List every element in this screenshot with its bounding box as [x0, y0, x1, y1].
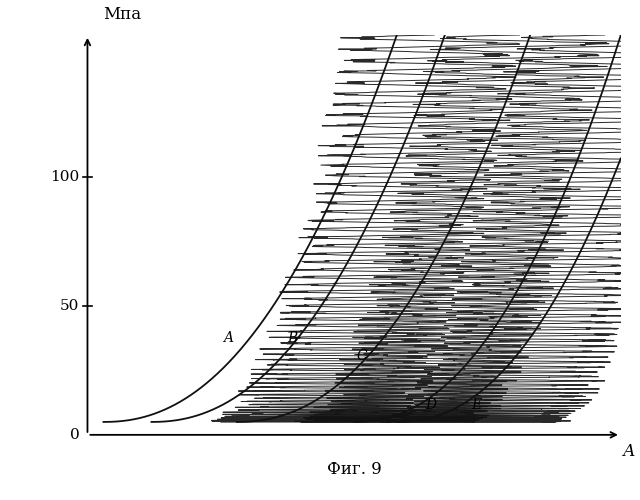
- Text: B: B: [287, 331, 298, 345]
- Text: 0: 0: [70, 428, 79, 442]
- Text: 100: 100: [50, 170, 79, 184]
- Text: C: C: [356, 349, 367, 363]
- Text: Мпа: Мпа: [104, 6, 141, 23]
- Text: Фиг. 9: Фиг. 9: [327, 460, 381, 477]
- Text: 50: 50: [60, 299, 79, 313]
- Text: A: A: [223, 331, 234, 345]
- Text: А: А: [623, 442, 636, 460]
- Text: E: E: [471, 398, 481, 412]
- Text: D: D: [426, 398, 436, 412]
